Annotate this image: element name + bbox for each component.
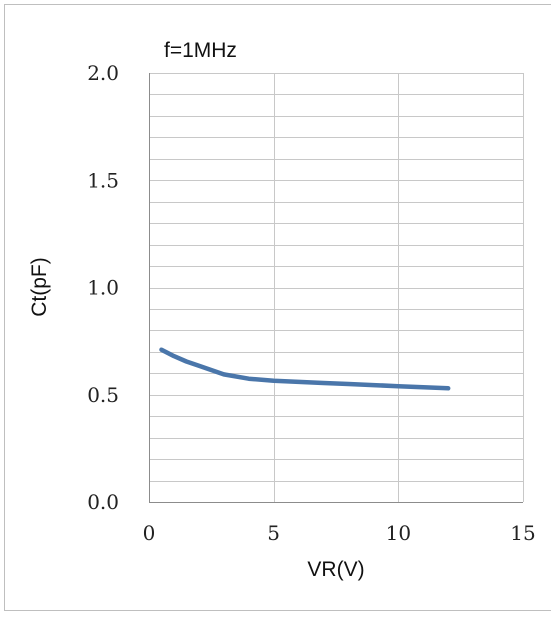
text-layer: f=1MHz VR(V) Ct(pF) [28,39,365,581]
axes: 0.0 0.5 1.0 1.5 2.0 0 5 10 15 [87,61,536,545]
y-tick-label: 2.0 [87,61,119,85]
x-tick-label: 5 [267,521,280,545]
chart-frame [4,4,551,611]
y-tick-label: 1.5 [87,168,119,192]
x-tick-label: 0 [143,521,156,545]
y-tick-label: 0.0 [87,490,119,514]
y-tick-label: 1.0 [87,276,119,300]
x-axis-label: VR(V) [307,558,364,581]
grid [149,73,524,502]
x-tick-label: 10 [386,521,411,545]
chart-title: f=1MHz [164,39,237,62]
y-axis-label: Ct(pF) [28,257,51,317]
series-layer [159,347,451,391]
x-tick-label: 15 [510,521,535,545]
y-tick-label: 0.5 [87,383,119,407]
series-line [159,347,451,391]
